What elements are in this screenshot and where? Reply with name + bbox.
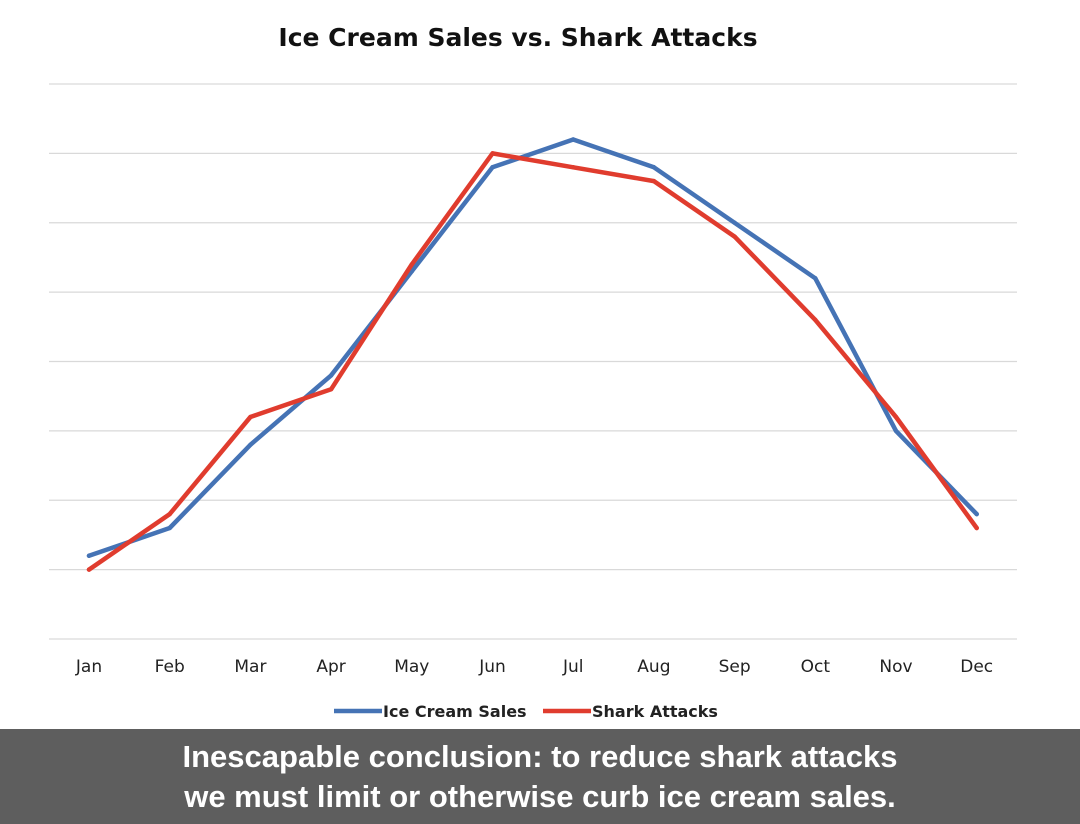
series-line	[86, 137, 979, 559]
data-point	[86, 567, 92, 572]
data-point	[328, 373, 334, 378]
chart-series	[86, 137, 979, 572]
data-point	[167, 511, 172, 517]
data-point	[328, 387, 334, 392]
x-tick-label: Nov	[879, 657, 912, 677]
x-tick-label: Oct	[801, 657, 831, 677]
data-point	[409, 262, 414, 267]
x-tick-label: Jun	[478, 657, 506, 677]
line-chart: Ice Cream Sales vs. Shark Attacks Jan Feb…	[49, 23, 1017, 721]
caption-banner: Inescapable conclusion: to reduce shark …	[0, 729, 1080, 824]
data-point	[490, 165, 495, 170]
legend-label: Ice Cream Sales	[383, 702, 527, 721]
data-point	[813, 317, 818, 323]
x-tick-label: Aug	[637, 657, 670, 677]
data-point	[893, 414, 899, 420]
data-point	[571, 137, 576, 142]
data-point	[248, 414, 253, 420]
x-tick-label: Jan	[75, 657, 102, 677]
data-point	[86, 553, 92, 558]
data-point	[490, 151, 495, 156]
x-tick-label: Dec	[960, 657, 993, 677]
caption-line-1: Inescapable conclusion: to reduce shark …	[182, 738, 898, 774]
x-axis-tick-labels: Jan Feb Mar Apr May Jun Jul Aug Sep Oct Nov Dec	[75, 657, 993, 677]
x-tick-label: Apr	[316, 657, 345, 677]
chart-legend: Ice Cream Sales Shark Attacks	[334, 702, 718, 721]
data-point	[167, 525, 172, 531]
data-point	[813, 276, 818, 281]
chart-gridlines	[49, 83, 1017, 640]
data-point	[893, 428, 899, 434]
data-point	[974, 511, 979, 517]
chart-title: Ice Cream Sales vs. Shark Attacks	[278, 23, 757, 52]
caption-line-2: we must limit or otherwise curb ice crea…	[184, 778, 896, 814]
series-line	[86, 151, 979, 572]
data-point	[248, 442, 253, 447]
x-tick-label: Feb	[155, 657, 185, 677]
data-point	[651, 165, 657, 170]
x-tick-label: Mar	[234, 657, 266, 677]
legend-label: Shark Attacks	[592, 702, 718, 721]
data-point	[732, 220, 737, 225]
data-point	[571, 165, 576, 170]
x-tick-label: Sep	[719, 657, 751, 677]
data-point	[732, 234, 737, 239]
data-point	[974, 525, 979, 531]
x-tick-label: May	[394, 657, 429, 677]
x-tick-label: Jul	[562, 657, 584, 677]
data-point	[651, 178, 657, 184]
